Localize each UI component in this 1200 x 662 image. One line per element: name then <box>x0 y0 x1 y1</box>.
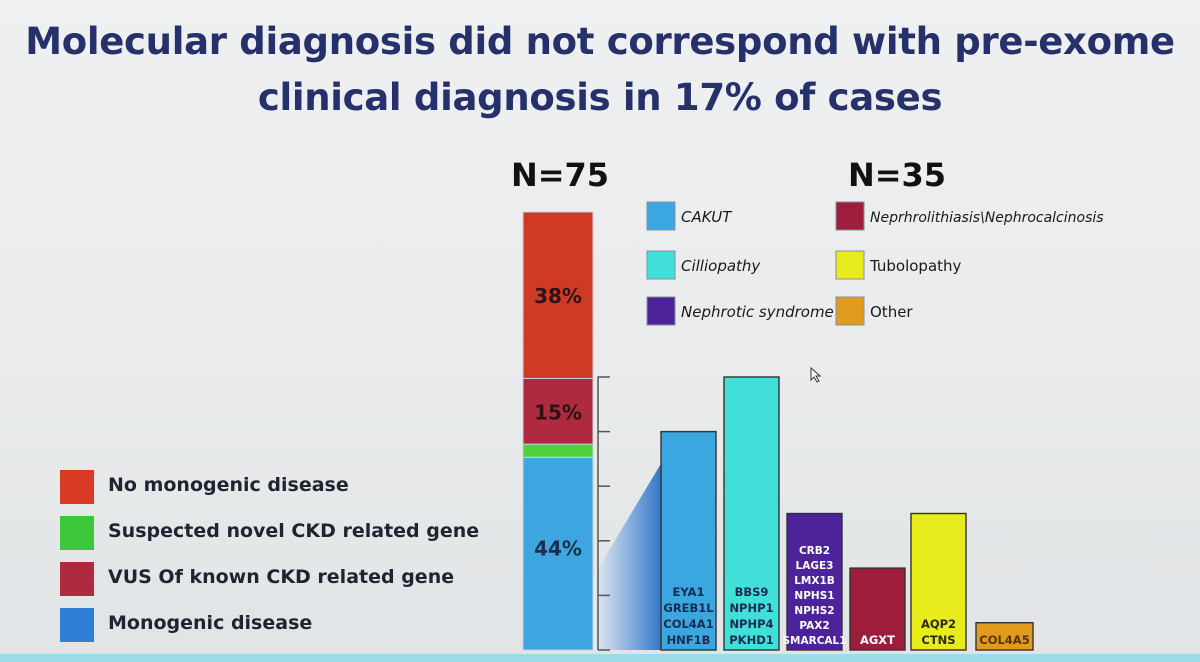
gene-label: COL4A1 <box>663 617 713 631</box>
gene-label: CRB2 <box>799 545 830 557</box>
gene-label: EYA1 <box>673 585 705 599</box>
legend-swatch <box>647 202 675 230</box>
connector-shape <box>593 464 661 650</box>
gene-label: NPHS1 <box>794 590 834 602</box>
gene-label: PAX2 <box>799 620 829 632</box>
legend-label: Tubolopathy <box>869 257 962 275</box>
legend-label: Cilliopathy <box>681 257 761 275</box>
bar-chart-title: N=35 <box>848 156 946 194</box>
gene-label: NPHS2 <box>794 605 834 617</box>
gene-label: NPHP4 <box>729 617 773 631</box>
gene-label: HNF1B <box>667 633 711 647</box>
gene-label: PKHD1 <box>729 633 774 647</box>
legend-swatch <box>836 251 864 279</box>
legend-label: Neprhrolithiasis\Nephrocalcinosis <box>870 210 1104 226</box>
legend-label: Other <box>870 303 913 321</box>
legend-item-vus: VUS Of known CKD related gene <box>60 562 520 596</box>
gene-label: LAGE3 <box>796 560 834 572</box>
gene-label: LMX1B <box>794 575 835 587</box>
stack-segment-label: 38% <box>534 284 582 308</box>
legend-swatch <box>60 470 94 504</box>
legend-label: Monogenic disease <box>108 612 312 634</box>
legend-swatch <box>60 608 94 642</box>
legend-label: CAKUT <box>681 208 733 226</box>
legend-swatch <box>647 297 675 325</box>
bar-chart-n35: EYA1 GREB1L COL4A1 HNF1B BBS9 NPHP1 NPHP4 PKHD1… <box>661 377 1033 650</box>
legend-label: Nephrotic syndrome <box>681 303 834 321</box>
gene-label: AQP2 <box>921 617 956 631</box>
legend-label: No monogenic disease <box>108 474 349 496</box>
cursor-icon <box>811 368 820 382</box>
legend-item-no-monogenic: No monogenic disease <box>60 470 520 504</box>
stacked-bar-title: N=75 <box>511 156 609 194</box>
gene-label: NPHP1 <box>729 601 773 615</box>
gene-label: AGXT <box>860 633 895 647</box>
legend-label: VUS Of known CKD related gene <box>108 566 454 588</box>
stack-segment-label: 44% <box>534 536 582 560</box>
stacked-bar-n75: 44% 15% 38% <box>523 212 593 650</box>
gene-label: SMARCAL1 <box>782 635 846 647</box>
legend-swatch <box>60 562 94 596</box>
legend-swatch <box>647 251 675 279</box>
connector-wedge <box>593 464 661 650</box>
legend-item-novel-gene: Suspected novel CKD related gene <box>60 516 520 550</box>
gene-label: GREB1L <box>663 601 714 615</box>
gene-label: CTNS <box>921 633 955 647</box>
legend-label: Suspected novel CKD related gene <box>108 520 479 542</box>
bottom-strip <box>0 654 1200 662</box>
category-legend: CAKUT Cilliopathy Nephrotic syndrome Neprhr… <box>647 202 1104 325</box>
legend-swatch <box>836 297 864 325</box>
stack-segment <box>523 444 593 457</box>
gene-label: COL4A5 <box>979 633 1029 647</box>
legend-swatch <box>836 202 864 230</box>
legend-swatch <box>60 516 94 550</box>
legend-item-monogenic: Monogenic disease <box>60 608 520 642</box>
stack-segment-label: 15% <box>534 400 582 424</box>
gene-label: BBS9 <box>735 585 769 599</box>
